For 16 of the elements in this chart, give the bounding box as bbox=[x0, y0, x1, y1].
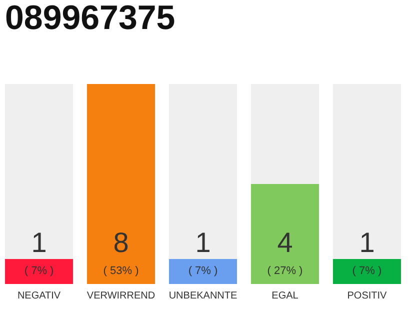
x-tick-label: VERWIRREND bbox=[86, 290, 156, 302]
data-label: 1 bbox=[359, 227, 375, 258]
annotation: ( 7% ) bbox=[188, 265, 218, 277]
data-label: 4 bbox=[277, 227, 293, 258]
annotation: ( 53% ) bbox=[103, 265, 139, 277]
annotation: ( 27% ) bbox=[267, 265, 303, 277]
data-label: 1 bbox=[31, 227, 47, 258]
chart-title: 089967375 bbox=[5, 0, 176, 37]
x-tick-label: NEGATIV bbox=[17, 290, 61, 302]
data-label: 1 bbox=[195, 227, 211, 258]
annotation: ( 7% ) bbox=[24, 265, 54, 277]
x-tick-label: UNBEKANNTE bbox=[168, 290, 238, 302]
annotation: ( 7% ) bbox=[352, 265, 382, 277]
x-tick-label: POSITIV bbox=[347, 290, 388, 302]
data-label: 8 bbox=[113, 227, 129, 258]
x-tick-label: EGAL bbox=[272, 290, 299, 302]
